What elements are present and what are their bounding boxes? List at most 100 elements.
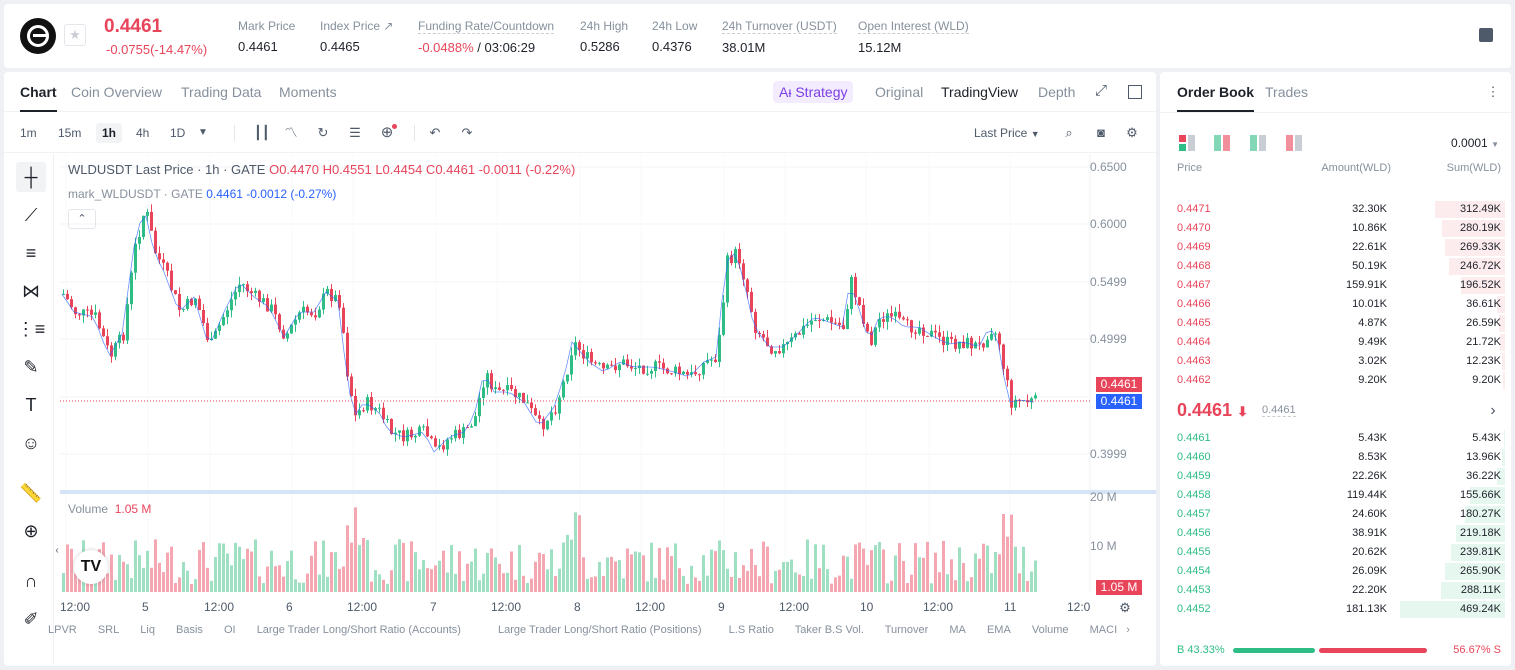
- search-icon[interactable]: ⌕: [1065, 125, 1073, 140]
- indicator-large-trader-accounts[interactable]: Large Trader Long/Short Ratio (Accounts): [256, 624, 461, 636]
- horizontal-lines-icon[interactable]: ≡: [25, 243, 37, 263]
- brush-icon[interactable]: ✎: [23, 357, 39, 377]
- ask-row[interactable]: 0.4467 159.91K 196.52K: [1160, 276, 1511, 295]
- indicator-basis[interactable]: Basis: [176, 624, 203, 636]
- ask-row[interactable]: 0.4469 22.61K 269.33K: [1160, 238, 1511, 257]
- pane-separator[interactable]: [60, 490, 1156, 494]
- ask-row[interactable]: 0.4470 10.86K 280.19K: [1160, 219, 1511, 238]
- ask-row[interactable]: 0.4462 9.20K 9.20K: [1160, 371, 1511, 390]
- candle-body: [954, 338, 957, 349]
- candle-body: [174, 290, 177, 295]
- indicator-lpvr[interactable]: LPVR: [48, 624, 77, 636]
- volume-bar: [422, 560, 425, 592]
- redo-icon[interactable]: ↷: [461, 125, 473, 140]
- pattern-icon[interactable]: ⋈: [22, 281, 40, 301]
- add-indicator-icon[interactable]: ⊕: [380, 124, 394, 141]
- tab-coin-overview[interactable]: Coin Overview: [71, 84, 163, 100]
- volume-bar: [610, 556, 613, 592]
- precision-select[interactable]: 0.0001 ▼: [1451, 136, 1499, 150]
- precision-value: 0.0001: [1451, 136, 1488, 150]
- indicator-ls-ratio[interactable]: L.S Ratio: [728, 624, 774, 636]
- ticker-header: ★ 0.4461 -0.0755(-14.47%) Mark Price 0.4…: [4, 4, 1511, 68]
- undo-icon[interactable]: ↶: [429, 125, 441, 140]
- magnet-icon[interactable]: ∩: [24, 571, 38, 591]
- ask-row[interactable]: 0.4468 50.19K 246.72K: [1160, 257, 1511, 276]
- timeframe-1h[interactable]: 1h: [96, 123, 123, 143]
- tab-chart[interactable]: Chart: [20, 84, 57, 112]
- zoom-in-icon[interactable]: ⊕: [23, 521, 39, 541]
- camera-icon[interactable]: ◙: [1097, 125, 1105, 140]
- price-source-select[interactable]: Last Price ▼: [974, 126, 1040, 140]
- bid-row[interactable]: 0.4453 22.20K 288.11K: [1160, 581, 1511, 600]
- crosshair-icon[interactable]: ┼: [16, 162, 46, 192]
- tab-trading-data[interactable]: Trading Data: [181, 84, 262, 100]
- refresh-icon[interactable]: ↻: [317, 125, 329, 140]
- pencil-icon[interactable]: ✐: [23, 609, 39, 629]
- fib-icon[interactable]: ⋮≡: [16, 319, 46, 339]
- view-tradingview[interactable]: TradingView: [941, 84, 1019, 100]
- indicator-turnover[interactable]: Turnover: [884, 624, 929, 636]
- bid-row[interactable]: 0.4454 26.09K 265.90K: [1160, 562, 1511, 581]
- indicator-maci[interactable]: MACI: [1089, 624, 1118, 636]
- indicator-liq[interactable]: Liq: [140, 624, 155, 636]
- fullscreen-icon[interactable]: [1128, 85, 1142, 99]
- indicators-icon[interactable]: 〽: [284, 125, 298, 140]
- view-depth[interactable]: Depth: [1038, 84, 1076, 100]
- indicator-oi[interactable]: OI: [224, 624, 236, 636]
- scroll-left-icon[interactable]: ‹: [55, 545, 59, 556]
- indicator-ma[interactable]: MA: [949, 624, 966, 636]
- bid-row[interactable]: 0.4460 8.53K 13.96K: [1160, 448, 1511, 467]
- collapse-legend-button[interactable]: ⌃: [68, 209, 96, 229]
- candles-icon[interactable]: ┃┃: [254, 125, 270, 140]
- strategy-button[interactable]: Aᵼ Strategy: [773, 81, 854, 103]
- bid-row[interactable]: 0.4456 38.91K 219.18K: [1160, 524, 1511, 543]
- tab-order-book[interactable]: Order Book: [1177, 84, 1255, 112]
- ask-row[interactable]: 0.4471 32.30K 312.49K: [1160, 200, 1511, 219]
- more-icon[interactable]: ⋮: [1486, 84, 1500, 99]
- bid-row[interactable]: 0.4455 20.62K 239.81K: [1160, 543, 1511, 562]
- price-chart[interactable]: [4, 72, 1156, 666]
- expand-icon[interactable]: ⤢: [1094, 82, 1107, 99]
- bid-row[interactable]: 0.4457 24.60K 180.27K: [1160, 505, 1511, 524]
- chevron-right-icon[interactable]: ›: [1126, 624, 1130, 636]
- trendline-icon[interactable]: ⟋: [24, 205, 38, 225]
- text-icon[interactable]: T: [25, 395, 37, 415]
- tab-trades[interactable]: Trades: [1265, 84, 1309, 100]
- bid-row[interactable]: 0.4459 22.26K 36.22K: [1160, 467, 1511, 486]
- book-icon[interactable]: [1479, 28, 1493, 42]
- ask-row[interactable]: 0.4463 3.02K 12.23K: [1160, 352, 1511, 371]
- asks-only-view-icon[interactable]: [1286, 135, 1302, 151]
- indicator-ema[interactable]: EMA: [986, 624, 1011, 636]
- gear-icon[interactable]: ⚙: [1126, 125, 1138, 140]
- timeframe-15m[interactable]: 15m: [58, 126, 82, 140]
- bids-view-icon[interactable]: [1214, 135, 1230, 151]
- indicator-volume[interactable]: Volume: [1031, 624, 1069, 636]
- indicator-large-trader-positions[interactable]: Large Trader Long/Short Ratio (Positions…: [497, 624, 702, 636]
- candle-body: [958, 341, 961, 349]
- ask-row[interactable]: 0.4466 10.01K 36.61K: [1160, 295, 1511, 314]
- timeframe-1m[interactable]: 1m: [20, 126, 37, 140]
- ask-row[interactable]: 0.4465 4.87K 26.59K: [1160, 314, 1511, 333]
- tab-moments[interactable]: Moments: [279, 84, 337, 100]
- gear-icon[interactable]: ⚙: [1119, 600, 1131, 615]
- stat-index-price[interactable]: Index Price ↗ 0.4465: [320, 19, 393, 54]
- favorite-star-icon[interactable]: ★: [64, 24, 86, 46]
- ruler-icon[interactable]: 📏: [19, 483, 43, 503]
- timeframe-4h[interactable]: 4h: [136, 126, 150, 140]
- settings-list-icon[interactable]: ☰: [349, 125, 361, 140]
- ask-row[interactable]: 0.4464 9.49K 21.72K: [1160, 333, 1511, 352]
- timeframe-1d[interactable]: 1D: [170, 126, 186, 140]
- chevron-down-icon[interactable]: ▼: [198, 127, 208, 138]
- emoji-icon[interactable]: ☺: [21, 433, 41, 453]
- bids-only-view-icon[interactable]: [1250, 135, 1266, 151]
- candle-body: [622, 359, 625, 365]
- bid-row[interactable]: 0.4458 119.44K 155.66K: [1160, 486, 1511, 505]
- chevron-right-icon[interactable]: ›: [1490, 402, 1496, 419]
- symbol-label: WLDUSDT Last Price · 1h · GATE: [68, 162, 266, 177]
- indicator-taker-bs-vol[interactable]: Taker B.S Vol.: [794, 624, 864, 636]
- view-original[interactable]: Original: [875, 84, 924, 100]
- bid-row[interactable]: 0.4461 5.43K 5.43K: [1160, 429, 1511, 448]
- bid-row[interactable]: 0.4452 181.13K 469.24K: [1160, 600, 1511, 619]
- both-sides-view-icon[interactable]: [1179, 135, 1195, 151]
- indicator-srl[interactable]: SRL: [97, 624, 120, 636]
